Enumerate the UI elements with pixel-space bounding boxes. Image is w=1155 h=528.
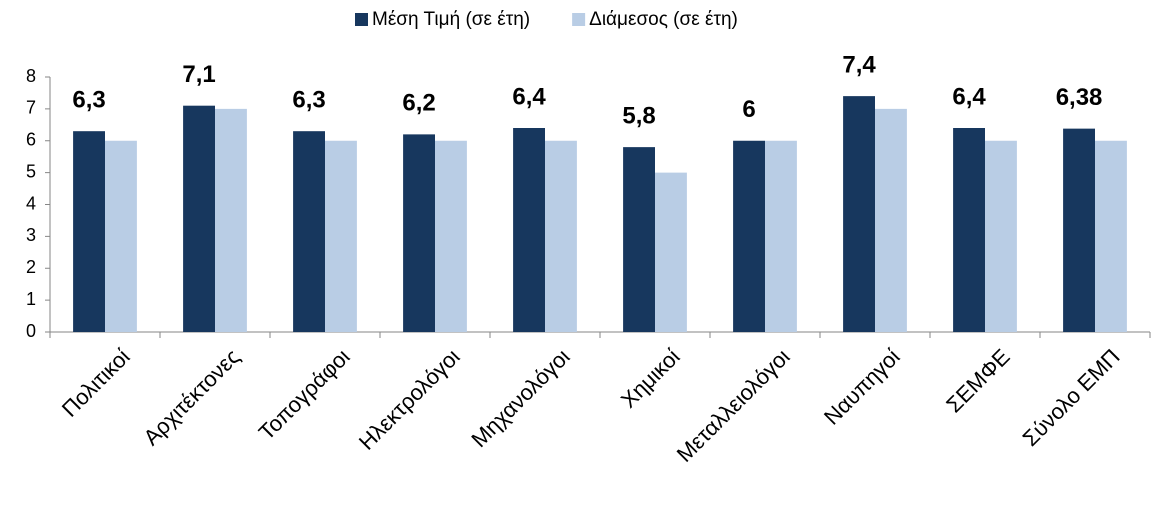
bar xyxy=(215,108,247,332)
bar xyxy=(843,96,875,332)
bar xyxy=(183,105,215,332)
bar xyxy=(513,128,545,332)
x-tick-label: Τοπογράφοι xyxy=(254,344,355,445)
x-tick-label: Χημικοί xyxy=(616,344,685,413)
x-tick-label: Μηχανολόγοι xyxy=(466,344,574,452)
legend-label: Μέση Τιμή (σε έτη) xyxy=(372,9,530,30)
y-tick-label: 3 xyxy=(26,225,36,245)
y-tick-label: 6 xyxy=(26,130,36,150)
x-tick-label: ΣΕΜΦΕ xyxy=(941,344,1014,417)
bar xyxy=(655,172,687,332)
bar xyxy=(985,140,1017,332)
x-tick-label: Σύνολο ΕΜΠ xyxy=(1018,344,1125,451)
y-tick-label: 7 xyxy=(26,98,36,118)
x-tick-label: Ναυπηγοί xyxy=(819,344,905,430)
bar xyxy=(733,140,765,332)
y-tick-label: 2 xyxy=(26,257,36,277)
bar xyxy=(765,140,797,332)
bar xyxy=(545,140,577,332)
bar xyxy=(1063,128,1095,332)
data-label: 6,4 xyxy=(952,83,986,110)
data-label: 7,4 xyxy=(842,51,876,78)
data-label: 7,1 xyxy=(182,61,215,88)
x-tick-label: Αρχιτέκτονες xyxy=(138,344,244,450)
y-tick-label: 5 xyxy=(26,161,36,181)
bar xyxy=(293,131,325,332)
x-tick-label: Πολιτικοί xyxy=(57,344,135,422)
y-tick-label: 8 xyxy=(26,66,36,86)
legend-label: Διάμεσος (σε έτη) xyxy=(589,9,738,30)
bar xyxy=(953,128,985,332)
legend-swatch xyxy=(355,13,368,26)
data-label: 6,4 xyxy=(512,83,546,110)
y-tick-label: 4 xyxy=(26,193,36,213)
bar xyxy=(1095,140,1127,332)
x-tick-label: Μεταλλειολόγοι xyxy=(672,344,795,467)
bar xyxy=(73,131,105,332)
data-label: 6,3 xyxy=(72,87,105,114)
data-label: 6,38 xyxy=(1056,84,1103,111)
bar xyxy=(325,140,357,332)
data-label: 6,2 xyxy=(402,90,435,117)
bar xyxy=(435,140,467,332)
y-tick-label: 1 xyxy=(26,289,36,309)
y-tick-label: 0 xyxy=(26,321,36,341)
data-label: 6,3 xyxy=(292,87,325,114)
bar xyxy=(875,108,907,332)
bar xyxy=(623,147,655,332)
bar xyxy=(403,134,435,332)
data-label: 6 xyxy=(742,96,755,123)
data-label: 5,8 xyxy=(622,102,655,129)
legend-swatch xyxy=(572,13,586,26)
x-tick-label: Ηλεκτρολόγοι xyxy=(354,344,465,455)
bar xyxy=(105,140,137,332)
